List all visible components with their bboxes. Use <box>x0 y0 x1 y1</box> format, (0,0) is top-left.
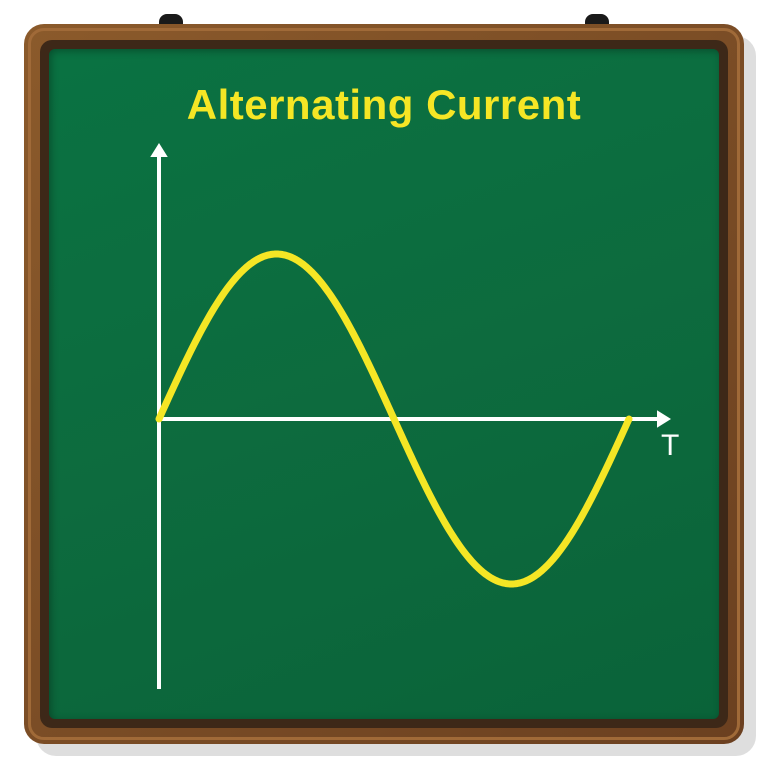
frame-outer: Alternating Current T <box>24 24 744 744</box>
x-axis-label: T <box>661 429 679 463</box>
sine-chart <box>49 49 719 719</box>
chalkboard-wrapper: Alternating Current T <box>24 24 744 744</box>
chalkboard-surface: Alternating Current T <box>49 49 719 719</box>
